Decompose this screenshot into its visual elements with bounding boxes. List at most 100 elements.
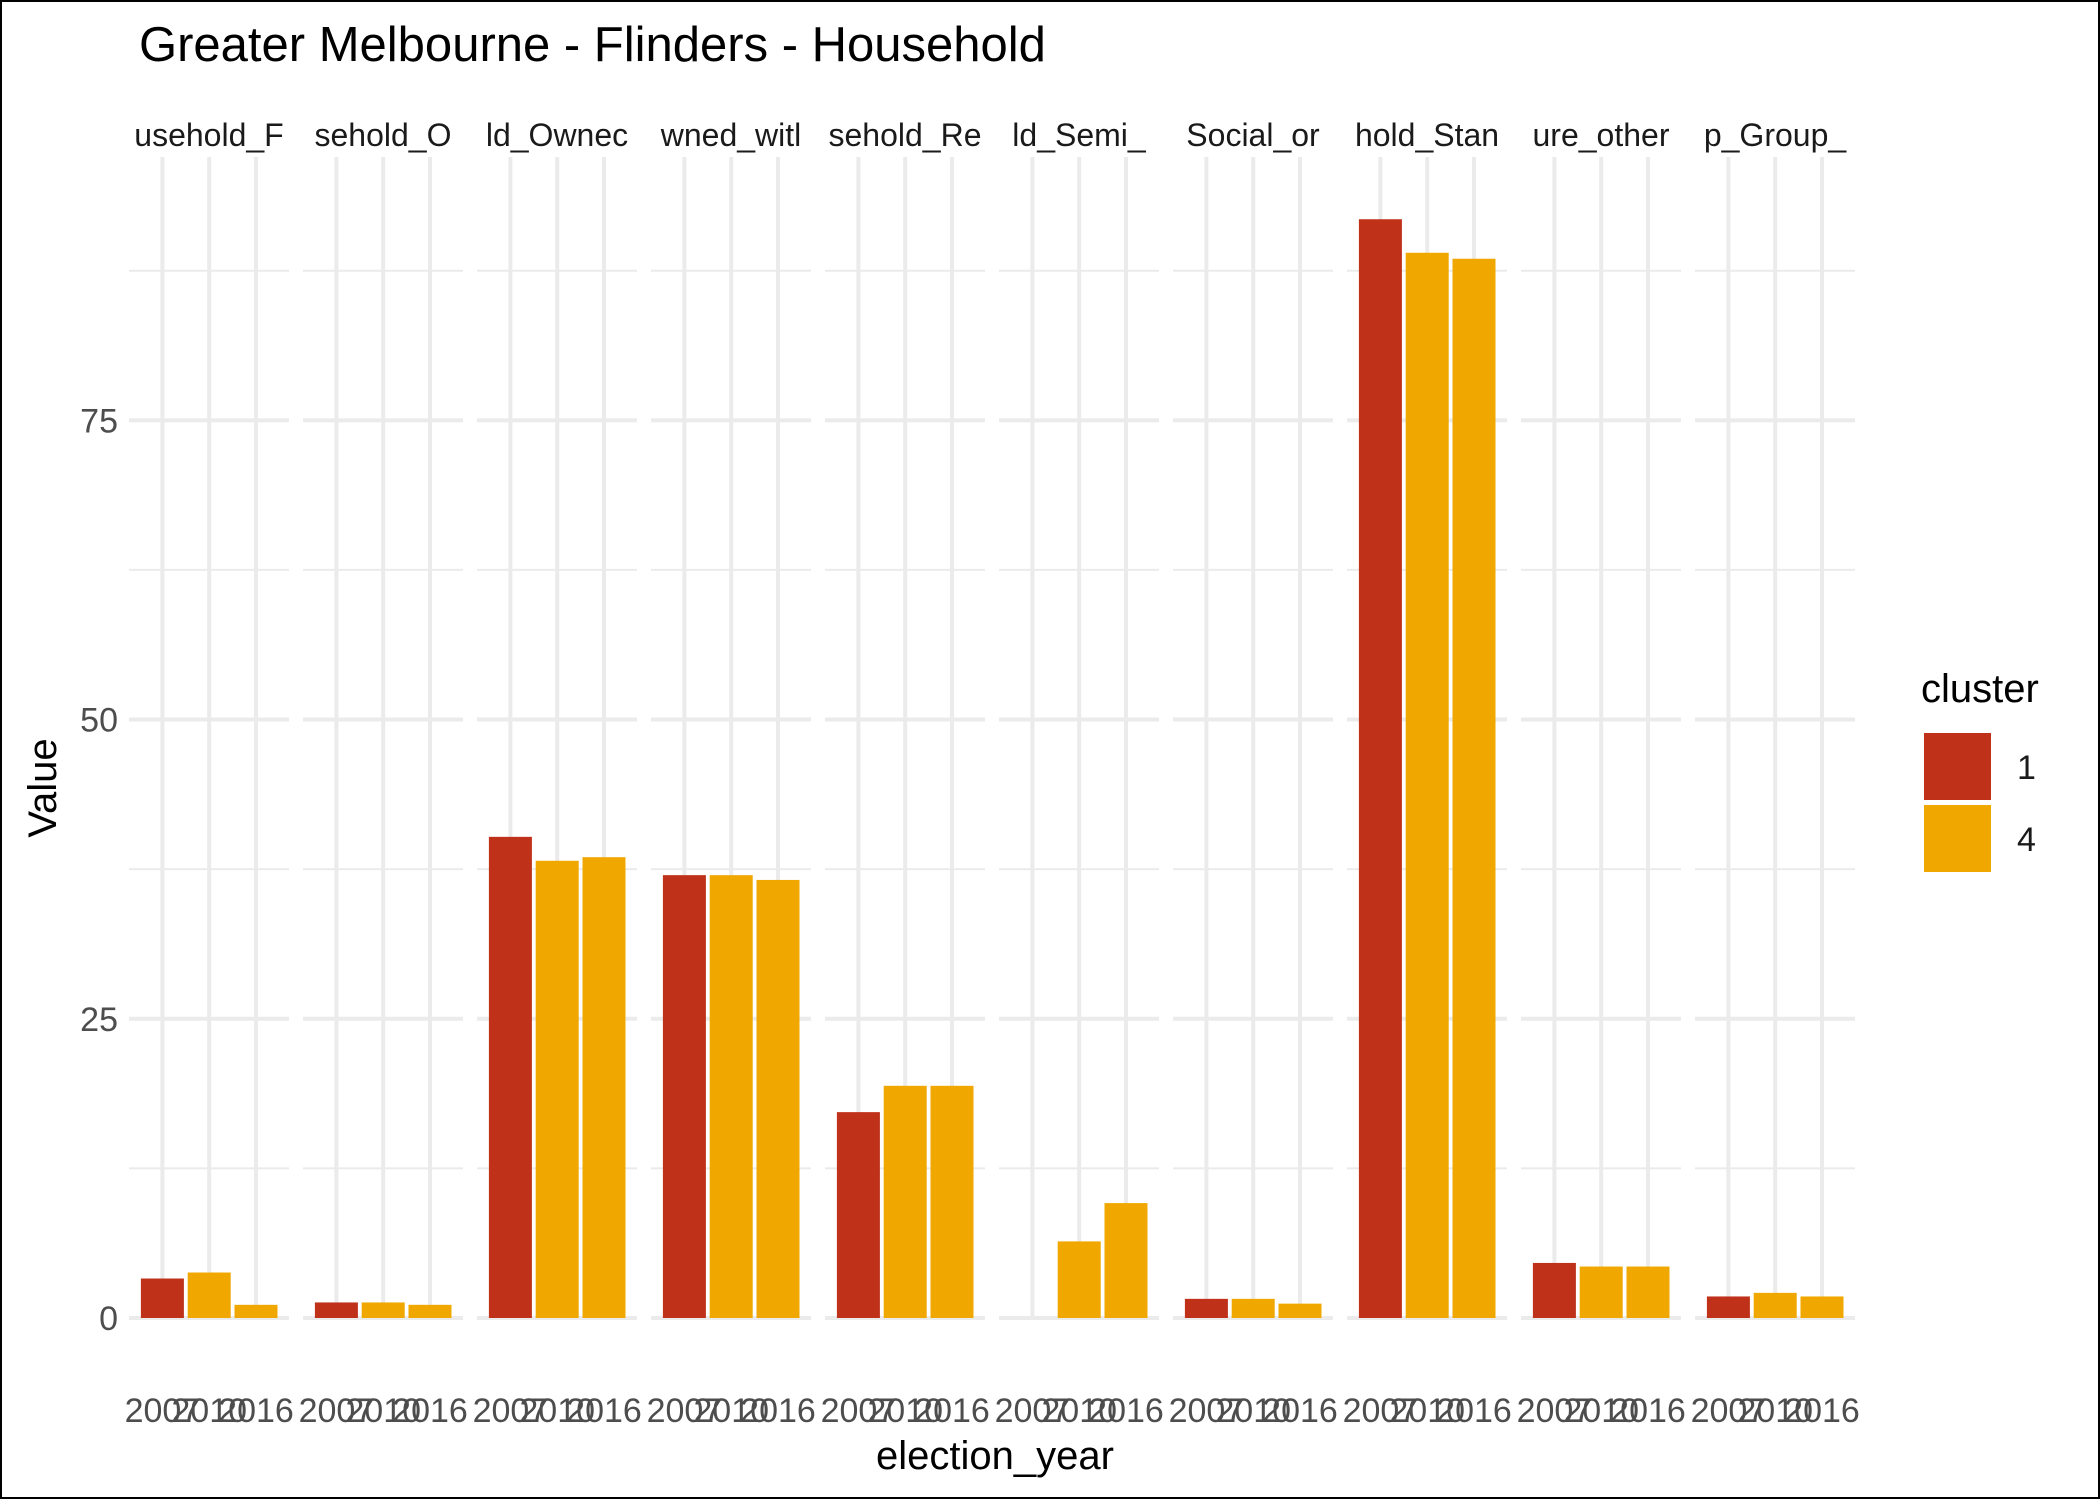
facet-strip-label: ld_Ownec [486, 117, 628, 153]
bar [1104, 1203, 1148, 1318]
bar [1753, 1292, 1797, 1318]
bar [1231, 1298, 1275, 1318]
x-tick-label: 2016 [1784, 1392, 1860, 1430]
bar [361, 1302, 405, 1318]
facet-strip-label: hold_Stan [1355, 117, 1499, 153]
y-tick-label: 50 [80, 702, 118, 740]
x-tick-label: 2016 [1610, 1392, 1686, 1430]
y-axis-label: Value [21, 738, 65, 837]
x-tick-label: 2016 [1262, 1392, 1338, 1430]
facet-gridlines [1521, 157, 1681, 1320]
x-tick-label: 2010 [1389, 1392, 1465, 1430]
facet-strip-label: p_Group_ [1704, 117, 1848, 153]
bar [1278, 1303, 1322, 1318]
bar [1706, 1296, 1750, 1318]
x-tick-label: 2007 [995, 1392, 1071, 1430]
bar [408, 1304, 452, 1318]
facet-strip-label: Social_or [1186, 117, 1320, 153]
x-tick-label: 2010 [519, 1392, 595, 1430]
x-tick-label: 2007 [473, 1392, 549, 1430]
x-tick-label: 2016 [392, 1392, 468, 1430]
facet-strip-label: usehold_F [134, 117, 283, 153]
x-tick-label: 2016 [1088, 1392, 1164, 1430]
x-tick-label: 2016 [566, 1392, 642, 1430]
bar [1452, 258, 1496, 1319]
legend: cluster 14 [1921, 667, 2039, 872]
x-tick-label: 2010 [1563, 1392, 1639, 1430]
facet-gridlines [999, 157, 1159, 1320]
x-axis-label: election_year [876, 1434, 1114, 1478]
bar [1358, 219, 1402, 1319]
x-tick-label: 2016 [740, 1392, 816, 1430]
y-tick-label: 0 [99, 1300, 118, 1338]
bar [1800, 1296, 1844, 1318]
bar [234, 1304, 278, 1318]
x-tick-label: 2007 [299, 1392, 375, 1430]
facet-panels: usehold_F200720102016sehold_O20072010201… [125, 117, 1860, 1430]
facet-gridlines [129, 157, 289, 1320]
legend-key [1924, 805, 1991, 872]
x-tick-label: 2010 [693, 1392, 769, 1430]
bar [187, 1272, 231, 1318]
legend-label: 1 [2017, 749, 2036, 787]
facet-strip-label: wned_witl [660, 117, 802, 153]
x-tick-label: 2010 [345, 1392, 421, 1430]
facet-strip-label: sehold_Re [829, 117, 982, 153]
legend-label: 4 [2017, 821, 2036, 859]
x-tick-label: 2007 [125, 1392, 201, 1430]
facet-strip-label: sehold_O [315, 117, 452, 153]
bar [1626, 1266, 1670, 1318]
bar [883, 1085, 927, 1318]
x-tick-label: 2016 [218, 1392, 294, 1430]
bar [1405, 252, 1449, 1319]
facet-gridlines [1695, 157, 1855, 1320]
x-tick-label: 2007 [647, 1392, 723, 1430]
facet-gridlines [303, 157, 463, 1320]
y-tick-label: 25 [80, 1001, 118, 1039]
x-tick-label: 2007 [821, 1392, 897, 1430]
x-tick-label: 2010 [1041, 1392, 1117, 1430]
bar [1184, 1298, 1228, 1318]
facet-strip-label: ld_Semi_ [1012, 117, 1147, 153]
x-tick-label: 2007 [1169, 1392, 1245, 1430]
bar [709, 875, 753, 1318]
x-tick-label: 2007 [1517, 1392, 1593, 1430]
chart-title: Greater Melbourne - Flinders - Household [139, 18, 1046, 72]
bar [582, 857, 626, 1318]
facet-strip-label: ure_other [1533, 117, 1670, 153]
x-tick-label: 2016 [1436, 1392, 1512, 1430]
x-tick-label: 2010 [1215, 1392, 1291, 1430]
x-tick-label: 2010 [867, 1392, 943, 1430]
x-tick-label: 2007 [1691, 1392, 1767, 1430]
bar [488, 836, 532, 1318]
bar [930, 1085, 974, 1318]
y-tick-labels: 0 25 50 75 [80, 402, 118, 1338]
x-tick-label: 2010 [1737, 1392, 1813, 1430]
x-tick-label: 2010 [171, 1392, 247, 1430]
bar [1532, 1262, 1576, 1318]
x-tick-label: 2007 [1343, 1392, 1419, 1430]
legend-entries: 14 [1924, 733, 2036, 872]
facet-gridlines [1173, 157, 1333, 1320]
bar [535, 860, 579, 1318]
x-tick-label: 2016 [914, 1392, 990, 1430]
bar [756, 879, 800, 1318]
bar [1579, 1266, 1623, 1318]
bar [836, 1112, 880, 1318]
legend-title: cluster [1921, 667, 2039, 711]
y-tick-label: 75 [80, 402, 118, 440]
bar [662, 875, 706, 1318]
bar [140, 1278, 184, 1318]
